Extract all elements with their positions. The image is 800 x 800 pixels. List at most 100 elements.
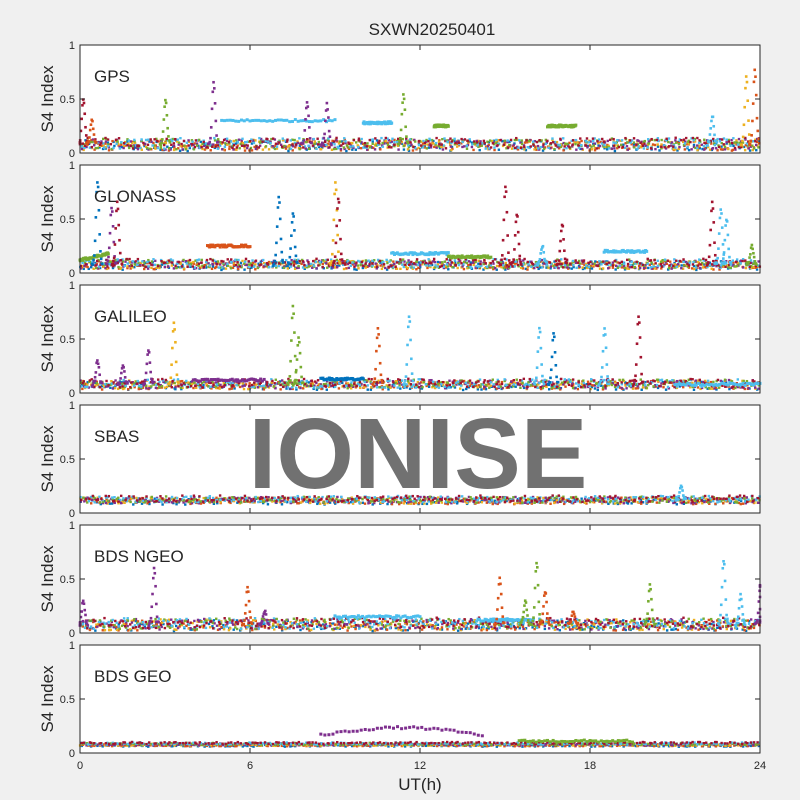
- data-point: [649, 147, 653, 150]
- data-point: [620, 381, 623, 384]
- data-point: [547, 388, 551, 391]
- data-point: [209, 257, 212, 261]
- data-point: [252, 385, 255, 388]
- data-point: [642, 383, 645, 387]
- data-point: [413, 138, 416, 142]
- data-point: [664, 388, 668, 391]
- data-point: [675, 386, 679, 389]
- data-point: [84, 125, 87, 129]
- data-point: [661, 259, 664, 262]
- data-point: [188, 258, 192, 262]
- data-point: [341, 385, 344, 388]
- data-point: [695, 264, 698, 267]
- data-point: [374, 143, 377, 147]
- data-point: [457, 257, 460, 261]
- data-point: [339, 380, 342, 383]
- data-point: [274, 264, 278, 268]
- data-point: [333, 192, 336, 196]
- data-point: [88, 379, 92, 382]
- data-point: [161, 148, 164, 152]
- data-point: [121, 385, 124, 388]
- data-point: [327, 385, 331, 388]
- data-point: [737, 264, 740, 267]
- data-point: [94, 141, 98, 144]
- data-point: [254, 118, 258, 122]
- data-point: [333, 143, 336, 146]
- data-point: [724, 224, 727, 227]
- data-point: [255, 145, 258, 148]
- data-point: [563, 378, 566, 381]
- data-point: [436, 263, 440, 266]
- data-point: [487, 140, 491, 144]
- data-point: [139, 261, 143, 265]
- data-point: [666, 268, 670, 271]
- data-point: [536, 144, 540, 148]
- data-point: [144, 138, 148, 142]
- data-point: [421, 261, 425, 264]
- data-point: [336, 197, 340, 201]
- data-point: [184, 148, 187, 151]
- data-point: [572, 265, 575, 269]
- data-point: [435, 146, 438, 149]
- data-point: [228, 387, 231, 391]
- data-point: [470, 141, 474, 144]
- data-point: [343, 260, 346, 263]
- data-point: [223, 148, 226, 152]
- data-point: [223, 145, 227, 149]
- data-point: [117, 137, 121, 140]
- data-point: [493, 148, 496, 152]
- data-point: [175, 266, 178, 270]
- data-point: [100, 144, 104, 147]
- data-point: [718, 386, 721, 389]
- data-point: [124, 142, 127, 146]
- data-point: [123, 387, 126, 390]
- data-point: [205, 144, 209, 147]
- data-point: [276, 382, 279, 385]
- data-point: [282, 266, 286, 270]
- data-point: [596, 388, 599, 392]
- data-point: [142, 141, 145, 145]
- data-point: [163, 143, 166, 147]
- data-point: [318, 383, 321, 386]
- data-point: [100, 385, 104, 388]
- data-point: [407, 263, 411, 266]
- data-point: [627, 267, 631, 270]
- data-point: [209, 385, 212, 389]
- data-point: [698, 266, 702, 270]
- data-point: [241, 382, 244, 385]
- data-point: [437, 386, 441, 389]
- data-point: [481, 383, 484, 386]
- data-point: [611, 264, 615, 267]
- data-point: [691, 263, 695, 266]
- data-point: [280, 261, 283, 265]
- data-point: [251, 259, 254, 262]
- data-point: [713, 253, 717, 257]
- data-point: [472, 385, 475, 389]
- data-point: [594, 260, 597, 263]
- data-point: [345, 382, 348, 385]
- data-point: [401, 101, 404, 104]
- data-point: [477, 259, 481, 263]
- data-point: [291, 145, 295, 148]
- data-point: [751, 144, 754, 147]
- data-point: [172, 144, 176, 148]
- data-point: [284, 264, 287, 268]
- data-point: [207, 262, 210, 265]
- data-point: [729, 266, 733, 269]
- data-point: [325, 382, 328, 386]
- data-point: [170, 382, 174, 385]
- data-point: [515, 213, 519, 217]
- data-point: [515, 260, 519, 263]
- data-point: [289, 139, 292, 142]
- data-point: [466, 139, 469, 142]
- data-point: [474, 258, 477, 261]
- data-point: [187, 381, 190, 384]
- data-point: [313, 119, 317, 123]
- data-point: [407, 145, 411, 149]
- data-point: [293, 138, 296, 142]
- data-point: [421, 146, 425, 149]
- data-point: [245, 118, 249, 122]
- data-point: [665, 379, 669, 382]
